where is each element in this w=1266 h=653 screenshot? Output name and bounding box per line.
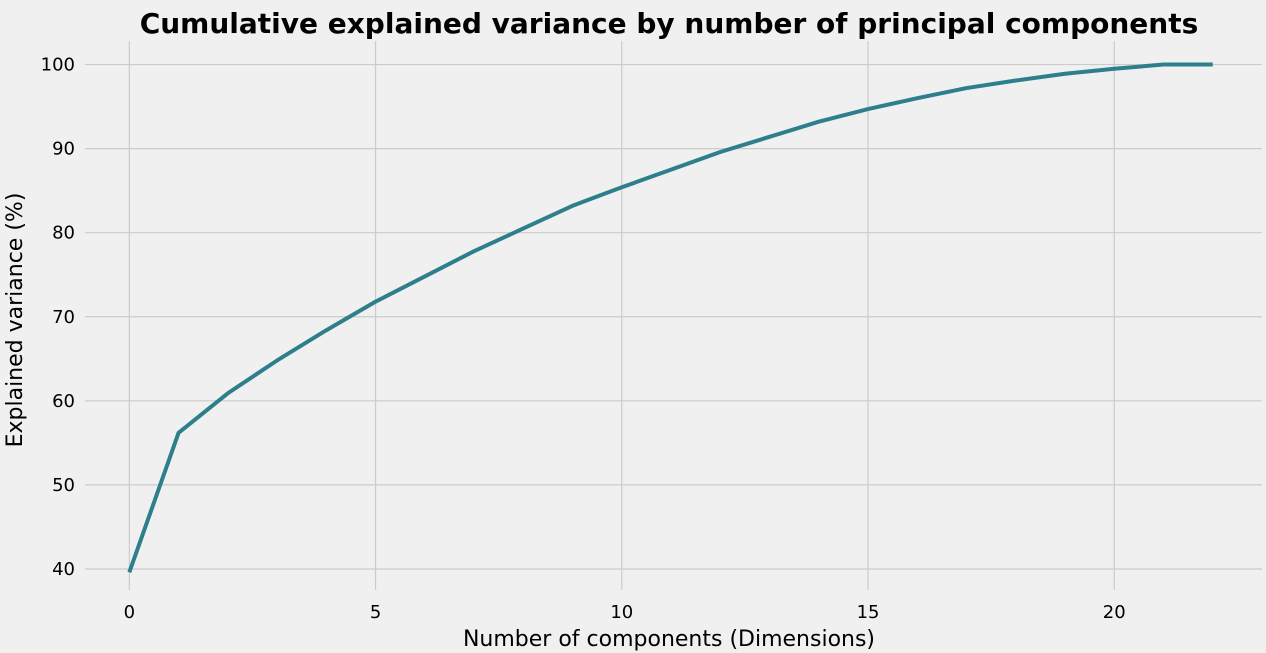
- series-layer: [127, 62, 1213, 574]
- x-axis-label: Number of components (Dimensions): [463, 627, 875, 652]
- x-tick-label-3: 15: [857, 602, 880, 623]
- y-tick-label-4: 80: [52, 223, 75, 244]
- x-tick-label-0: 0: [124, 602, 135, 623]
- y-tick-label-6: 100: [41, 55, 75, 76]
- y-axis-label: Explained variance (%): [3, 193, 28, 448]
- y-tick-label-5: 90: [52, 139, 75, 160]
- x-tick-label-2: 10: [610, 602, 633, 623]
- y-tick-label-2: 60: [52, 391, 75, 412]
- series-line-0: [127, 62, 1213, 574]
- y-tick-label-1: 50: [52, 475, 75, 496]
- chart-title: Cumulative explained variance by number …: [140, 7, 1199, 40]
- y-tick-label-0: 40: [52, 559, 75, 580]
- x-tick-label-1: 5: [370, 602, 381, 623]
- x-tick-label-4: 20: [1103, 602, 1126, 623]
- grid: [85, 41, 1262, 590]
- tick-labels: 0 5 10 15 20 40 50 60 70 80 90 100: [41, 55, 1126, 623]
- y-tick-label-3: 70: [52, 307, 75, 328]
